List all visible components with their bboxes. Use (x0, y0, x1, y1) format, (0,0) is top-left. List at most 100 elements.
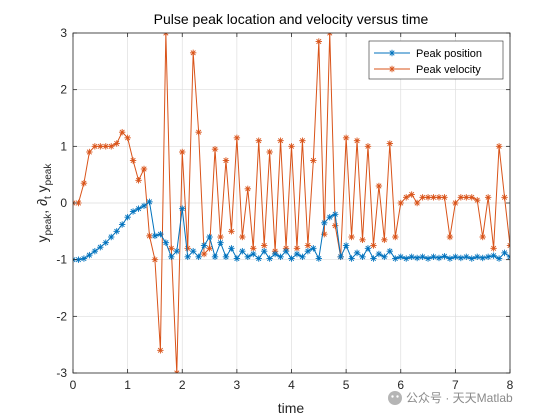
data-point-marker (310, 245, 317, 252)
data-point-marker (250, 245, 257, 252)
y-axis-ticks: -3 -2 -1 0 1 2 3 (56, 26, 510, 380)
data-point-marker (97, 244, 104, 251)
data-point-marker (222, 157, 230, 164)
data-point-marker (244, 253, 251, 261)
data-point-marker (315, 255, 323, 262)
data-point-marker (228, 245, 235, 252)
data-point-marker (424, 194, 432, 201)
data-point-marker (304, 247, 312, 255)
data-point-marker (419, 253, 426, 261)
data-point-marker (484, 253, 492, 261)
data-point-marker (86, 148, 93, 156)
data-point-marker (386, 247, 394, 255)
data-point-marker (381, 236, 388, 244)
data-point-marker (282, 247, 290, 255)
data-point-marker (162, 239, 170, 246)
data-point-marker (430, 194, 437, 201)
data-point-marker (479, 233, 486, 241)
data-point-marker (468, 255, 475, 262)
x-axis-label: time (278, 400, 305, 416)
x-tick-label: 4 (288, 378, 295, 392)
data-point-marker (239, 233, 246, 241)
data-point-marker (403, 194, 410, 201)
data-point-marker (397, 253, 404, 261)
data-point-marker (348, 233, 355, 241)
data-point-marker (108, 143, 115, 150)
data-point-marker (250, 250, 257, 258)
data-point-marker (397, 199, 404, 207)
data-point-marker (91, 247, 99, 255)
data-point-marker (168, 245, 175, 252)
data-point-marker (441, 194, 448, 201)
data-point-marker (217, 239, 224, 246)
data-point-marker (353, 249, 361, 257)
legend-box (368, 40, 504, 80)
data-point-marker (222, 253, 230, 261)
data-point-marker (463, 194, 470, 201)
y-tick-label: 0 (60, 196, 67, 210)
data-point-marker (293, 245, 301, 252)
y-label-subscript-2: t (43, 196, 54, 199)
data-point-marker (113, 140, 120, 147)
data-point-marker (189, 247, 197, 255)
data-point-marker (195, 128, 202, 136)
y-tick-label: -2 (56, 309, 67, 323)
data-point-marker (80, 179, 88, 187)
data-point-marker (332, 211, 339, 218)
data-point-marker (146, 198, 153, 206)
data-point-marker (419, 194, 426, 201)
data-point-marker (479, 254, 486, 262)
data-point-marker (102, 239, 109, 246)
x-axis-ticks: 0 1 2 3 4 5 6 7 8 (70, 33, 514, 392)
watermark: 公众号 · 天天Matlab (388, 391, 513, 405)
data-point-marker (184, 245, 191, 252)
data-point-marker (179, 205, 186, 212)
data-point-marker (206, 245, 213, 252)
legend-label-peak-position: Peak position (416, 48, 482, 60)
data-point-marker (200, 250, 208, 258)
data-point-marker (108, 233, 115, 241)
data-point-marker (266, 148, 273, 156)
data-point-marker (80, 255, 88, 262)
data-point-marker (342, 134, 350, 142)
data-point-marker (184, 253, 191, 261)
data-point-marker (151, 256, 159, 263)
data-point-marker (86, 251, 93, 259)
data-point-marker (299, 137, 306, 144)
data-point-marker (484, 194, 492, 201)
data-point-marker (118, 128, 126, 136)
data-point-marker (102, 143, 109, 150)
x-tick-label: 7 (452, 378, 459, 392)
data-point-marker (118, 221, 126, 228)
data-point-marker (392, 233, 399, 241)
data-point-marker (260, 247, 268, 255)
wechat-icon (388, 391, 402, 405)
y-tick-label: 3 (60, 26, 67, 40)
legend-marker-peak-position (388, 49, 396, 57)
data-point-marker (315, 38, 323, 45)
data-point-marker (124, 134, 131, 142)
data-point-marker (244, 185, 251, 193)
wechat-icon-eye-left (391, 395, 394, 398)
data-point-marker (495, 143, 503, 150)
data-point-marker (255, 137, 262, 144)
x-tick-label: 3 (234, 378, 241, 392)
data-point-marker (277, 137, 284, 144)
series-peak-position (73, 198, 510, 263)
data-point-marker (113, 228, 120, 235)
data-point-marker (299, 253, 306, 261)
data-point-marker (359, 236, 366, 244)
data-point-marker (211, 145, 219, 153)
x-tick-label: 2 (179, 378, 186, 392)
data-point-marker (157, 230, 164, 238)
wechat-icon-eye-right (396, 395, 399, 398)
data-point-marker (435, 254, 443, 262)
y-tick-label: -3 (56, 366, 67, 380)
y-label-subscript-3: peak (43, 163, 54, 186)
y-label-part-1: y (34, 235, 50, 242)
legend-marker-peak-velocity (388, 65, 396, 73)
chart-title: Pulse peak location and velocity versus … (154, 11, 429, 27)
x-tick-label: 0 (70, 378, 77, 392)
data-point-marker (359, 253, 366, 261)
data-point-marker (495, 255, 503, 262)
